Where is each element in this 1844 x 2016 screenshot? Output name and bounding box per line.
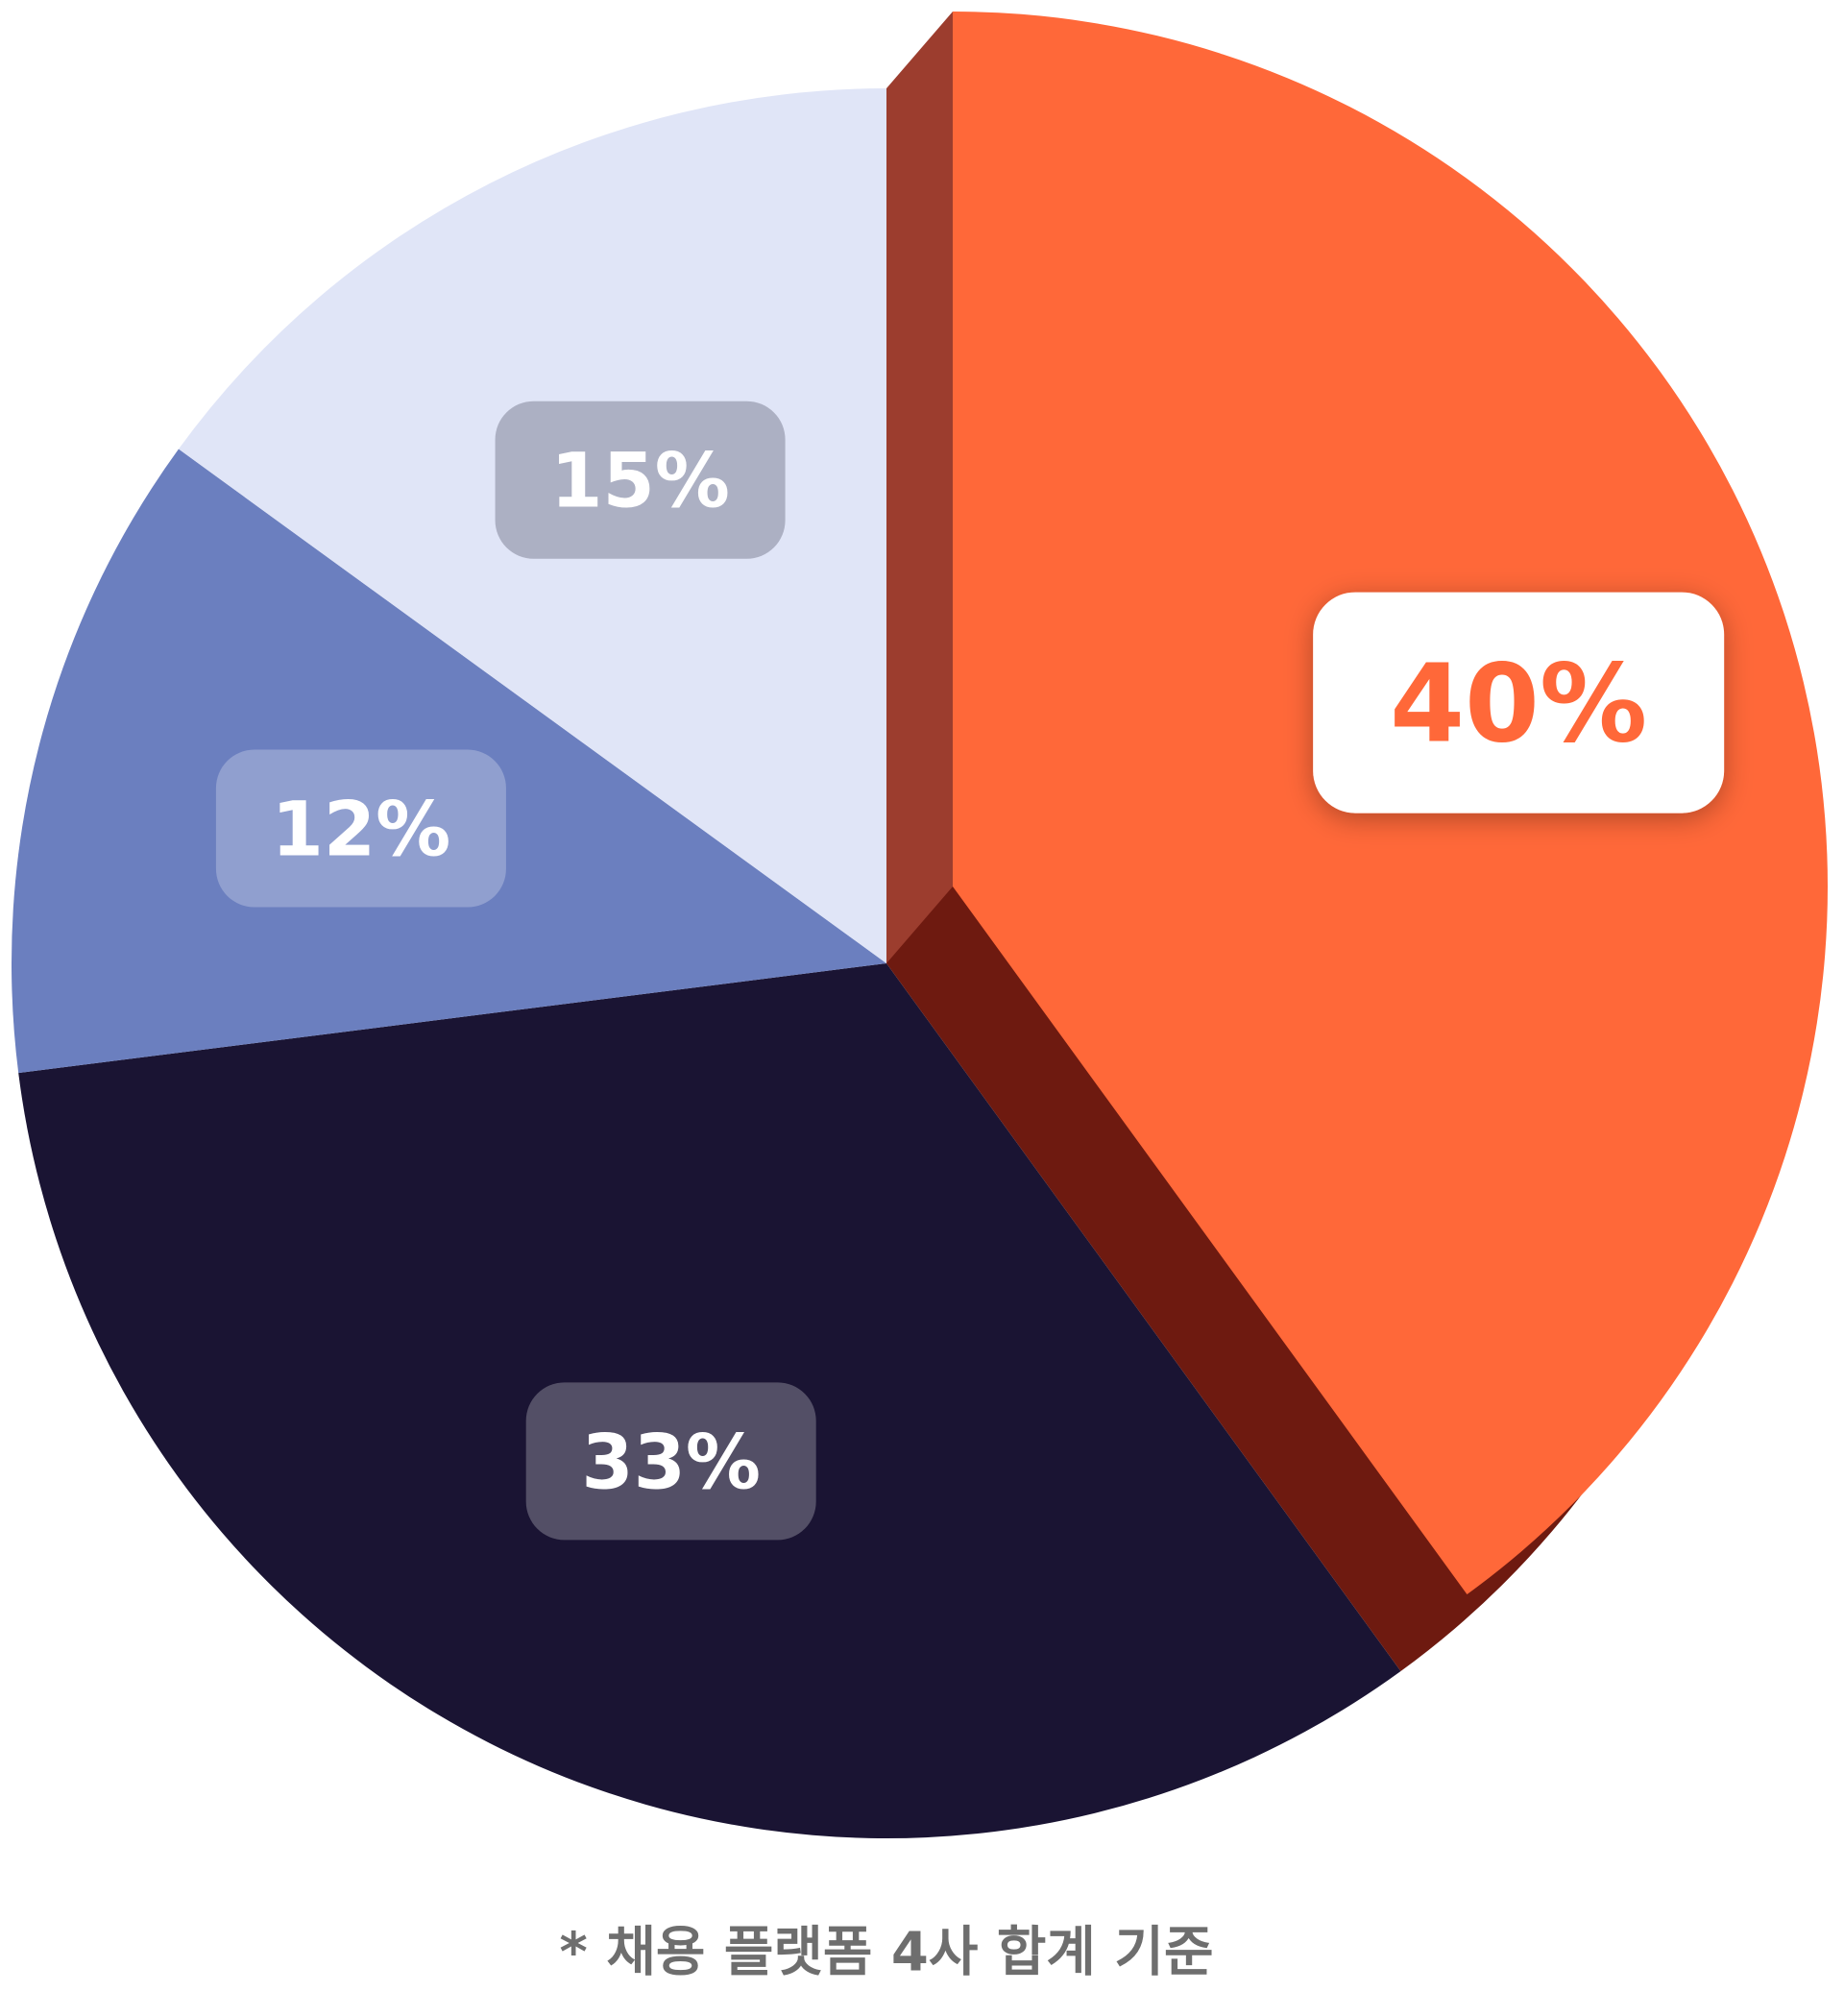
pie-slice <box>18 963 1401 1839</box>
label-box <box>495 401 786 559</box>
value-label: 33% <box>581 1420 761 1506</box>
label-box <box>1313 592 1725 814</box>
label-box <box>525 1382 816 1541</box>
value-label: 12% <box>272 788 451 874</box>
slice-side <box>886 12 953 963</box>
pie-slice <box>12 449 887 1074</box>
label-box <box>215 749 506 908</box>
footnote: * 채용 플랫폼 4사 합계 기준 <box>560 1922 1214 1984</box>
slices <box>12 12 1829 1839</box>
pie-slice <box>178 88 886 963</box>
labels: 40% 33% 12% 15% <box>215 401 1725 1541</box>
value-label: 15% <box>550 439 730 525</box>
value-label: 40% <box>1390 643 1647 767</box>
